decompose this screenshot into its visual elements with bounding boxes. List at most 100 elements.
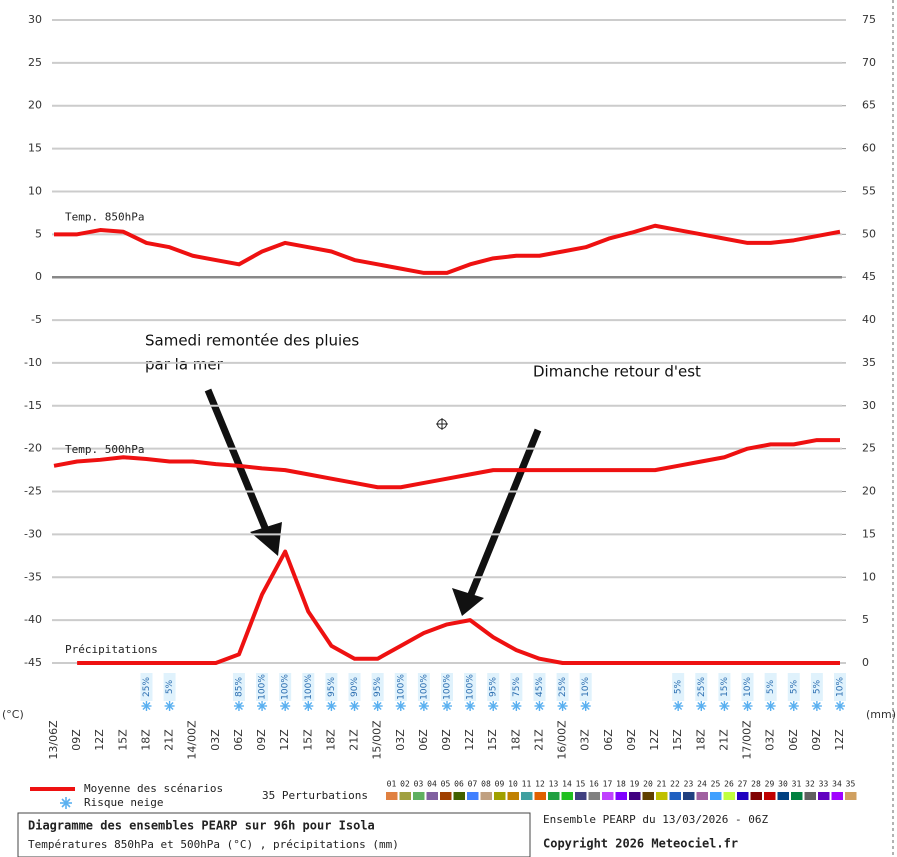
perturbation-label: 06	[454, 780, 464, 789]
snow-icon-stroke	[142, 702, 151, 710]
y2-tick-label: 45	[862, 270, 876, 283]
snow-risk-label: 90%	[350, 677, 360, 697]
perturbation-swatch	[656, 792, 668, 800]
snow-risk-bg	[325, 673, 338, 701]
snow-icon	[442, 701, 452, 711]
footer-copyright: Copyright 2026 Meteociel.fr	[543, 837, 738, 851]
x-tick-label: 06Z	[417, 729, 430, 751]
x-tick-label: 15Z	[301, 729, 314, 751]
snow-icon-stroke	[674, 702, 683, 710]
perturbation-swatch	[399, 792, 411, 800]
snow-icon	[465, 701, 476, 711]
series-label: Temp. 850hPa	[65, 210, 144, 223]
snow-risk-label: 10%	[743, 677, 753, 697]
perturbation-label: 05	[441, 780, 451, 789]
snow-icon	[765, 701, 776, 711]
snow-icon-stroke	[281, 702, 290, 710]
perturbation-swatch	[494, 792, 506, 800]
y2-tick-label: 5	[862, 613, 869, 626]
y2-tick-label: 65	[862, 99, 876, 112]
snow-icon	[303, 701, 314, 711]
snow-risk-bg	[487, 673, 500, 701]
snow-icon	[580, 701, 591, 711]
x-tick-label: 16/00Z	[556, 720, 569, 760]
perturbation-swatch	[669, 792, 681, 800]
snow-icon-stroke	[234, 702, 243, 710]
snow-icon-stroke	[766, 702, 775, 710]
cursor	[436, 418, 448, 430]
y2-tick-label: 30	[862, 399, 876, 412]
snow-icon	[280, 701, 291, 711]
legend-snow-icon	[60, 797, 72, 809]
x-tick-label: 15Z	[486, 729, 499, 751]
snow-icon	[488, 701, 499, 711]
y-tick-label: 25	[28, 56, 42, 69]
snow-icon	[372, 701, 383, 711]
x-tick-label: 21Z	[348, 729, 361, 751]
snow-icon-stroke	[443, 702, 451, 710]
legend-label: Risque neige	[84, 796, 163, 809]
y-tick-label: 5	[35, 227, 42, 240]
perturbation-swatch	[845, 792, 857, 800]
snow-icon	[418, 701, 429, 711]
perturbation-label: 04	[427, 780, 437, 789]
snow-risk-bg	[695, 673, 708, 701]
snow-icon	[511, 701, 522, 711]
perturbation-label: 03	[414, 780, 424, 789]
snow-risk-bg	[834, 673, 846, 701]
snow-risk-label: 85%	[234, 677, 244, 697]
y-tick-label: -30	[24, 527, 42, 540]
x-tick-label: 03Z	[579, 729, 592, 751]
x-tick-label: 09Z	[255, 729, 268, 751]
perturbation-label: 17	[603, 780, 613, 789]
perturbation-swatch	[548, 792, 560, 800]
snow-risk-label: 75%	[512, 677, 522, 697]
x-tick-label: 14/00Z	[186, 720, 199, 760]
snow-icon-stroke	[743, 702, 752, 710]
series-label: Temp. 500hPa	[65, 443, 144, 456]
snow-risk-label: 10%	[836, 677, 846, 697]
x-tick-label: 06Z	[232, 729, 245, 751]
x-tick-label: 03Z	[394, 729, 407, 751]
y-tick-label: 0	[35, 270, 42, 283]
perturbation-swatch	[602, 792, 614, 800]
x-tick-label: 21Z	[532, 729, 545, 751]
perturbation-label: 21	[657, 780, 667, 789]
snow-risk-label: 100%	[396, 674, 406, 700]
perturbation-label: 18	[616, 780, 626, 789]
y-tick-label: -15	[24, 399, 42, 412]
snow-icon	[557, 701, 568, 711]
snow-icon-stroke	[327, 702, 336, 710]
snow-risk-label: 5%	[812, 679, 822, 694]
snow-risk-bg	[302, 673, 315, 701]
y2-tick-label: 50	[862, 227, 876, 240]
snow-icon-stroke	[258, 702, 267, 710]
x-tick-label: 18Z	[324, 729, 337, 751]
y-tick-label: 10	[28, 184, 42, 197]
snow-icon-stroke	[489, 702, 498, 710]
snow-risk-bg	[394, 673, 407, 701]
y2-tick-label: 0	[862, 656, 869, 669]
snow-risk-label: 15%	[720, 677, 730, 697]
annotation: Dimanche retour d'est	[533, 363, 701, 381]
right-unit: (mm)	[866, 708, 896, 721]
y2-tick-label: 10	[862, 570, 876, 583]
legend-label: Moyenne des scénarios	[84, 782, 223, 795]
perturbation-label: 01	[387, 780, 397, 789]
series-label: Précipitations	[65, 643, 158, 656]
y2-tick-label: 40	[862, 313, 876, 326]
snow-icon-stroke	[165, 702, 174, 710]
perturbation-label: 14	[562, 780, 572, 789]
perturbation-label: 09	[495, 780, 505, 789]
perturbation-swatch	[534, 792, 546, 800]
snow-risk-bg	[533, 673, 546, 701]
perturbation-label: 08	[481, 780, 491, 789]
perturbation-swatch	[777, 792, 789, 800]
x-tick-label: 09Z	[70, 729, 83, 751]
y2-tick-label: 70	[862, 56, 876, 69]
snow-icon-stroke	[466, 702, 475, 710]
snow-risk-bg	[787, 673, 800, 701]
perturbation-swatch	[507, 792, 519, 800]
mean-line	[53, 438, 840, 490]
perturbation-swatch	[831, 792, 843, 800]
